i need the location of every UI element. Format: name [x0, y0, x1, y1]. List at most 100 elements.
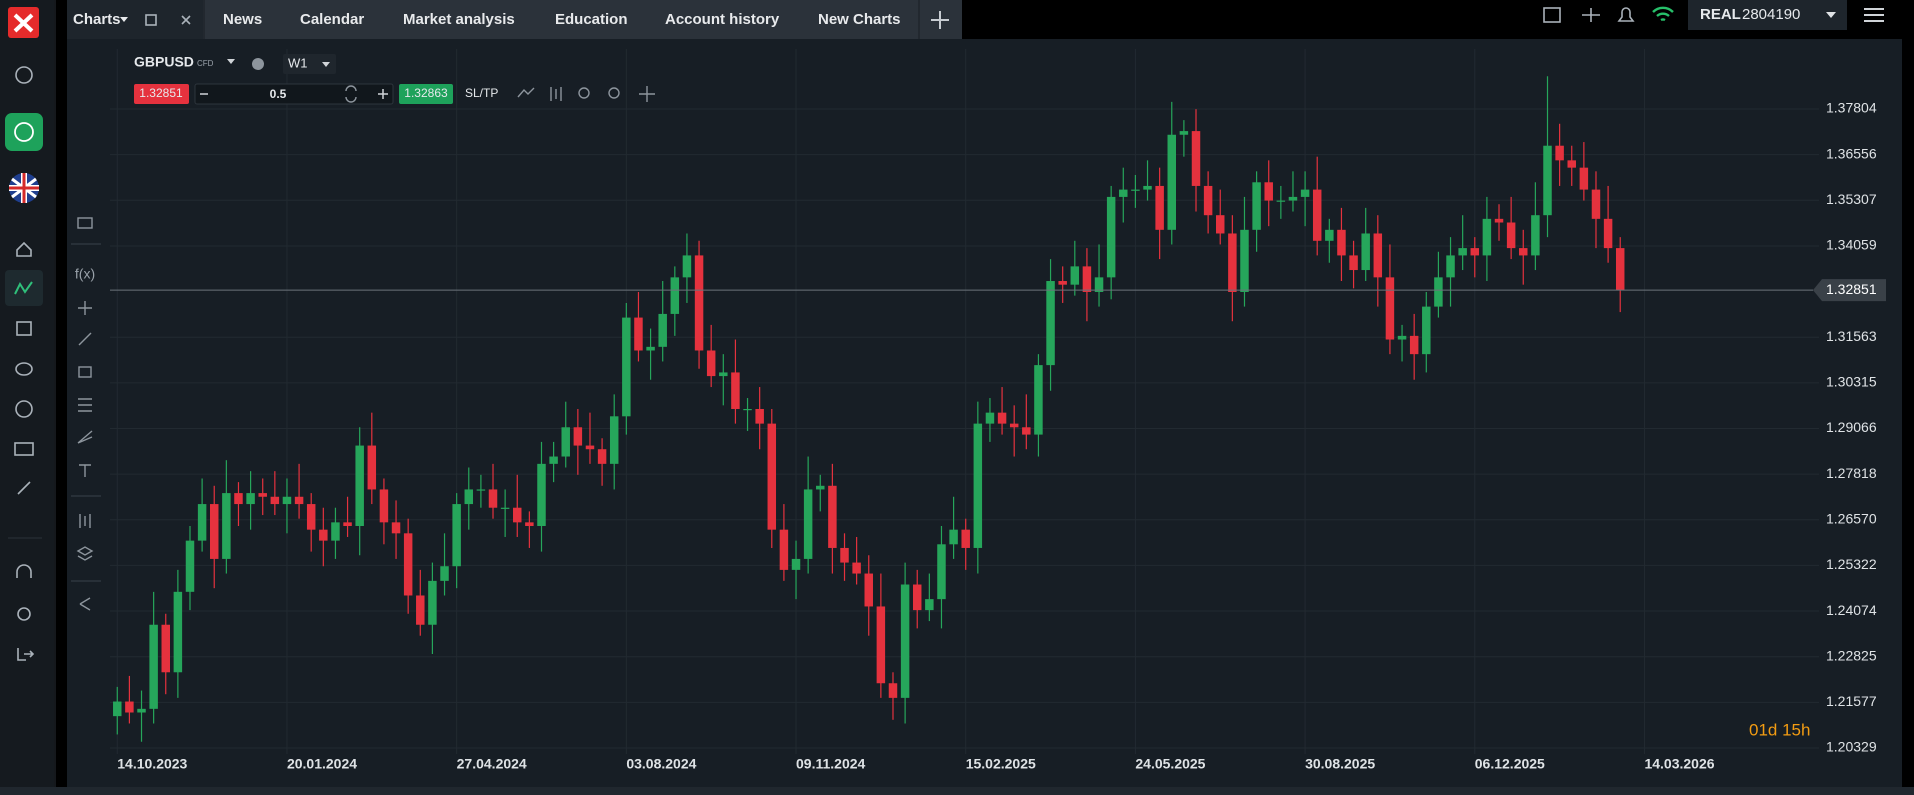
- candle-body: [306, 504, 316, 530]
- tool-text[interactable]: [79, 464, 91, 477]
- volume-box[interactable]: [194, 83, 394, 105]
- sell-button[interactable]: [134, 84, 189, 104]
- candle-body: [937, 544, 946, 600]
- volume-reset[interactable]: [345, 85, 357, 103]
- tab[interactable]: New Charts: [818, 11, 901, 28]
- chart-type-candle[interactable]: [550, 87, 562, 101]
- tool-rect[interactable]: [78, 366, 92, 378]
- move[interactable]: [639, 86, 655, 102]
- chart-type-line[interactable]: [517, 87, 535, 98]
- candle-body: [1276, 200, 1286, 202]
- candle-body: [452, 504, 461, 567]
- candle-body: [1337, 229, 1346, 256]
- candle-body: [694, 255, 704, 351]
- candle-body: [1228, 233, 1237, 292]
- candle-body: [670, 277, 680, 314]
- candle-body: [1603, 218, 1613, 249]
- y-tick-label: 1.20329: [1826, 739, 1877, 755]
- menu[interactable]: [1864, 8, 1884, 22]
- nav-card[interactable]: [14, 442, 34, 456]
- y-tick-label: 1.36556: [1826, 145, 1877, 161]
- y-tick-label: 1.34059: [1826, 237, 1877, 253]
- candle-body: [1191, 131, 1201, 186]
- candle-body: [319, 529, 328, 541]
- candle-body: [997, 412, 1007, 424]
- candle-body: [1531, 215, 1540, 256]
- candle-body: [706, 350, 716, 377]
- tool-crosshair[interactable]: [78, 301, 92, 315]
- candle-body: [622, 317, 631, 417]
- zoom-out[interactable]: [578, 87, 590, 99]
- account-box[interactable]: [1688, 0, 1847, 30]
- fullscreen[interactable]: [1543, 7, 1561, 23]
- nav-calc[interactable]: [16, 321, 32, 336]
- nav-charts-active[interactable]: [5, 270, 43, 306]
- timeframe-box[interactable]: [283, 54, 336, 74]
- nav-percent[interactable]: [17, 481, 31, 495]
- candle-body: [1240, 229, 1249, 292]
- exchange[interactable]: [1582, 8, 1600, 22]
- bottom-strip: [0, 787, 1914, 795]
- candle-body: [864, 573, 873, 607]
- candle-body: [1094, 277, 1104, 292]
- candle-body: [270, 496, 280, 505]
- current-price-label: 1.32851: [1826, 281, 1877, 297]
- nav-dollar[interactable]: [15, 66, 33, 84]
- candle-body: [1022, 427, 1031, 435]
- tab[interactable]: Charts: [73, 11, 121, 28]
- x-tick-label: 03.08.2024: [626, 756, 696, 772]
- candle-body: [416, 595, 425, 625]
- candle-body: [1288, 196, 1298, 201]
- tab[interactable]: Market analysis: [403, 11, 515, 28]
- candle-body: [488, 489, 498, 508]
- tool-layers[interactable]: [76, 546, 94, 561]
- tool-fib[interactable]: [78, 398, 92, 412]
- candle-body: [949, 529, 958, 545]
- volume-plus[interactable]: [378, 89, 388, 99]
- candle-body: [816, 485, 825, 490]
- nav-support[interactable]: [16, 564, 32, 578]
- y-tick-label: 1.30315: [1826, 374, 1877, 390]
- nav-home[interactable]: [16, 241, 32, 257]
- notifications[interactable]: [1617, 7, 1635, 22]
- nav-settings[interactable]: [17, 607, 31, 621]
- tool-line[interactable]: [78, 332, 92, 346]
- symbol-caret[interactable]: [227, 59, 235, 64]
- nav-deposit[interactable]: [5, 113, 43, 151]
- connection: [1652, 6, 1674, 22]
- candle-body: [912, 584, 922, 611]
- candle-body: [1422, 306, 1431, 355]
- tab-active[interactable]: [67, 0, 203, 39]
- tab[interactable]: Calendar: [300, 11, 364, 28]
- tool-function[interactable]: f(x): [75, 266, 95, 282]
- tool-indicators[interactable]: [79, 514, 91, 528]
- candle-body: [1312, 189, 1322, 241]
- candle-body: [343, 522, 352, 527]
- tool-fan[interactable]: [77, 430, 93, 444]
- account-caret: [1826, 12, 1836, 18]
- sltp[interactable]: SL/TP: [465, 86, 498, 100]
- candle-body: [476, 489, 486, 491]
- tab[interactable]: Account history: [665, 11, 780, 28]
- candle-body: [767, 423, 777, 530]
- nav-logout[interactable]: [17, 648, 35, 661]
- volume[interactable]: 0.5: [270, 87, 287, 101]
- tab-add[interactable]: [931, 11, 949, 29]
- candle-body: [743, 408, 752, 411]
- tab-popout[interactable]: [145, 14, 157, 26]
- tool-bar-type[interactable]: [77, 217, 93, 229]
- candle-body: [573, 427, 583, 446]
- candle-body: [682, 255, 692, 278]
- tab[interactable]: News: [223, 11, 262, 28]
- candle-body: [549, 456, 558, 464]
- zoom-in[interactable]: [608, 87, 620, 99]
- nav-savings[interactable]: [15, 362, 33, 376]
- info[interactable]: [252, 58, 264, 70]
- tab-close[interactable]: [181, 15, 191, 25]
- tab[interactable]: Education: [555, 11, 628, 28]
- symbol[interactable]: GBPUSD: [134, 54, 194, 70]
- tool-share[interactable]: [79, 597, 91, 611]
- nav-money[interactable]: [15, 400, 33, 418]
- buy-button[interactable]: [399, 84, 453, 104]
- y-tick-label: 1.24074: [1826, 602, 1877, 618]
